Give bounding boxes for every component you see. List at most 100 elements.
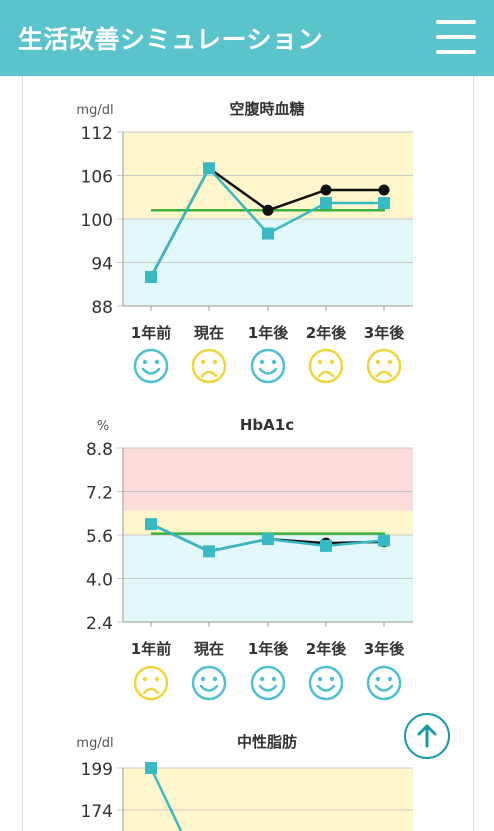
page-title: 生活改善シミュレーション <box>18 25 324 54</box>
simulated-point <box>262 227 274 240</box>
face-outline <box>191 665 227 701</box>
y-tick-label: 88 <box>91 298 113 318</box>
x-category-label: 2年後 <box>306 324 347 342</box>
face-eye <box>212 676 218 682</box>
y-axis-unit: % <box>97 419 109 434</box>
face-outline <box>366 348 402 384</box>
x-category-label: 現在 <box>194 640 224 658</box>
face-outline <box>366 665 402 701</box>
y-tick-label: 2.4 <box>86 614 113 634</box>
scroll-top-button[interactable] <box>404 713 450 759</box>
face-eye <box>200 359 206 365</box>
x-category-label: 1年後 <box>248 324 289 342</box>
face-mouth <box>317 370 335 378</box>
y-tick-label: 112 <box>81 124 113 144</box>
simulated-point <box>320 197 332 210</box>
face-eye <box>259 676 265 682</box>
sad-face-icon <box>366 348 402 384</box>
chart-title: 中性脂肪 <box>237 733 297 751</box>
smile-face-icon <box>191 665 227 701</box>
chart-band <box>123 510 413 535</box>
y-tick-label: 94 <box>91 255 113 275</box>
face-mouth <box>258 367 278 375</box>
chart-title: HbA1c <box>240 416 294 434</box>
face-mouth <box>374 684 394 692</box>
face-eye <box>271 676 277 682</box>
face-outline <box>250 348 286 384</box>
sad-face-icon <box>191 348 227 384</box>
chart-band <box>123 448 413 511</box>
face-mouth <box>375 370 393 378</box>
face-mouth <box>142 687 160 695</box>
chart-title: 空腹時血糖 <box>229 100 304 118</box>
face-eye <box>212 359 218 365</box>
face-eye <box>317 676 323 682</box>
app-header: 生活改善シミュレーション <box>0 0 494 76</box>
sad-face-icon <box>133 665 169 701</box>
face-outline <box>250 665 286 701</box>
y-tick-label: 174 <box>81 802 113 822</box>
x-category-label: 現在 <box>194 324 224 342</box>
face-eye <box>142 359 148 365</box>
simulated-point <box>203 545 215 558</box>
y-tick-label: 8.8 <box>86 440 113 460</box>
face-eye <box>329 676 335 682</box>
face-outline <box>191 348 227 384</box>
y-tick-label: 199 <box>81 760 113 780</box>
face-mouth <box>258 684 278 692</box>
face-eye <box>154 676 160 682</box>
simulated-point <box>145 518 157 531</box>
y-tick-label: 106 <box>81 168 113 188</box>
face-eye <box>387 359 393 365</box>
smile-face-icon <box>308 665 344 701</box>
simulated-point <box>378 534 390 547</box>
x-category-label: 2年後 <box>306 640 347 658</box>
smile-face-icon <box>250 348 286 384</box>
face-mouth <box>141 367 161 375</box>
simulated-point <box>145 271 157 283</box>
face-eye <box>387 676 393 682</box>
arrow-up-icon <box>417 724 437 748</box>
face-eye <box>317 359 323 365</box>
face-mouth <box>199 684 219 692</box>
smile-face-icon <box>250 665 286 701</box>
face-outline <box>133 665 169 701</box>
face-mouth <box>200 370 218 378</box>
simulated-point <box>378 197 390 210</box>
x-category-label: 1年前 <box>131 640 171 658</box>
x-category-label: 3年後 <box>364 640 405 658</box>
y-tick-label: 100 <box>81 211 113 231</box>
face-eye <box>259 359 265 365</box>
y-tick-label: 5.6 <box>86 527 113 547</box>
charts-panel: 88 94 100 106 112 空腹時血糖 mg/dl 1年前 現在 1年後 2年後 3年後 2.4… <box>22 76 474 831</box>
face-eye <box>142 676 148 682</box>
face-eye <box>375 676 381 682</box>
face-eye <box>375 359 381 365</box>
face-eye <box>271 359 277 365</box>
face-outline <box>308 348 344 384</box>
face-eye <box>329 359 335 365</box>
face-eye <box>154 359 160 365</box>
y-axis-unit: mg/dl <box>76 736 113 751</box>
actual-point <box>378 184 390 196</box>
x-category-label: 3年後 <box>364 324 405 342</box>
face-mouth <box>316 684 336 692</box>
simulated-point <box>145 762 157 774</box>
y-tick-label: 7.2 <box>86 484 113 504</box>
face-eye <box>200 676 206 682</box>
hamburger-menu-icon[interactable] <box>436 18 476 56</box>
actual-point <box>320 184 332 196</box>
x-category-label: 1年前 <box>131 324 171 342</box>
y-axis-unit: mg/dl <box>76 103 113 118</box>
simulated-point <box>320 539 332 552</box>
x-category-label: 1年後 <box>248 640 289 658</box>
sad-face-icon <box>308 348 344 384</box>
smile-face-icon <box>133 348 169 384</box>
chart-band <box>123 768 413 831</box>
simulated-point <box>262 533 274 546</box>
actual-point <box>262 204 274 216</box>
face-outline <box>133 348 169 384</box>
simulated-point <box>203 162 215 175</box>
smile-face-icon <box>366 665 402 701</box>
